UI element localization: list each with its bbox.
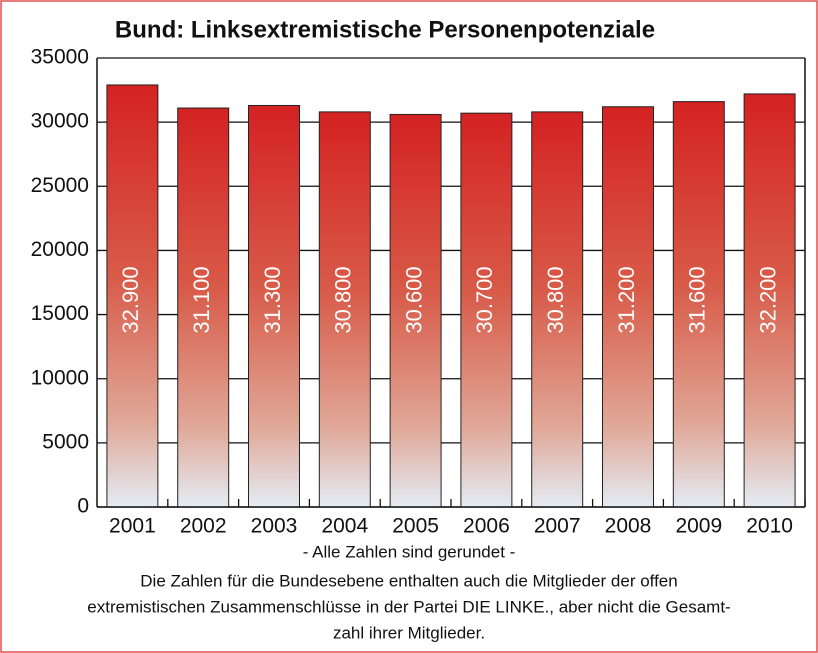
footnote: Die Zahlen für die Bundesebene enthalten… [140, 571, 677, 590]
value-label: 32.200 [755, 266, 780, 333]
value-label: 31.300 [260, 266, 285, 333]
bar [531, 111, 584, 508]
x-tick-label: 2001 [109, 515, 156, 538]
value-label: 31.200 [614, 266, 639, 333]
value-label: 31.100 [189, 266, 214, 333]
x-tick-label: 2004 [321, 515, 368, 538]
value-label: 30.600 [401, 266, 426, 333]
value-label: 30.800 [543, 266, 568, 333]
bar [248, 104, 300, 508]
x-tick-label: 2007 [534, 515, 581, 538]
bar [318, 111, 371, 508]
x-tick-label: 2010 [746, 515, 793, 538]
value-label: 30.700 [472, 266, 497, 333]
chart-title: Bund: Linksextremistische Personenpotenz… [115, 16, 655, 43]
footnote: - Alle Zahlen sind gerundet - [303, 542, 516, 561]
y-tick-label: 10000 [31, 366, 89, 389]
x-tick-label: 2005 [392, 515, 439, 538]
x-tick-label: 2002 [180, 515, 227, 538]
x-tick-label: 2003 [251, 515, 298, 538]
y-tick-label: 20000 [31, 238, 89, 261]
footnote: extremistischen Zusammenschlüsse in der … [87, 597, 730, 616]
bar [106, 84, 159, 508]
bar [672, 101, 725, 508]
y-tick-label: 25000 [31, 174, 89, 197]
value-label: 32.900 [118, 266, 143, 333]
footnote: zahl ihrer Mitglieder. [333, 623, 485, 642]
x-tick-label: 2008 [605, 515, 652, 538]
y-tick-label: 5000 [42, 430, 89, 453]
bar [460, 112, 513, 508]
y-tick-label: 15000 [31, 302, 89, 325]
x-tick-label: 2006 [463, 515, 510, 538]
y-tick-label: 30000 [31, 110, 89, 133]
value-label: 30.800 [331, 266, 356, 333]
x-tick-label: 2009 [675, 515, 722, 538]
value-label: 31.600 [685, 266, 710, 333]
y-tick-label: 35000 [31, 46, 89, 69]
bar [602, 106, 654, 508]
bar [743, 93, 796, 508]
y-tick-label: 0 [77, 495, 89, 518]
